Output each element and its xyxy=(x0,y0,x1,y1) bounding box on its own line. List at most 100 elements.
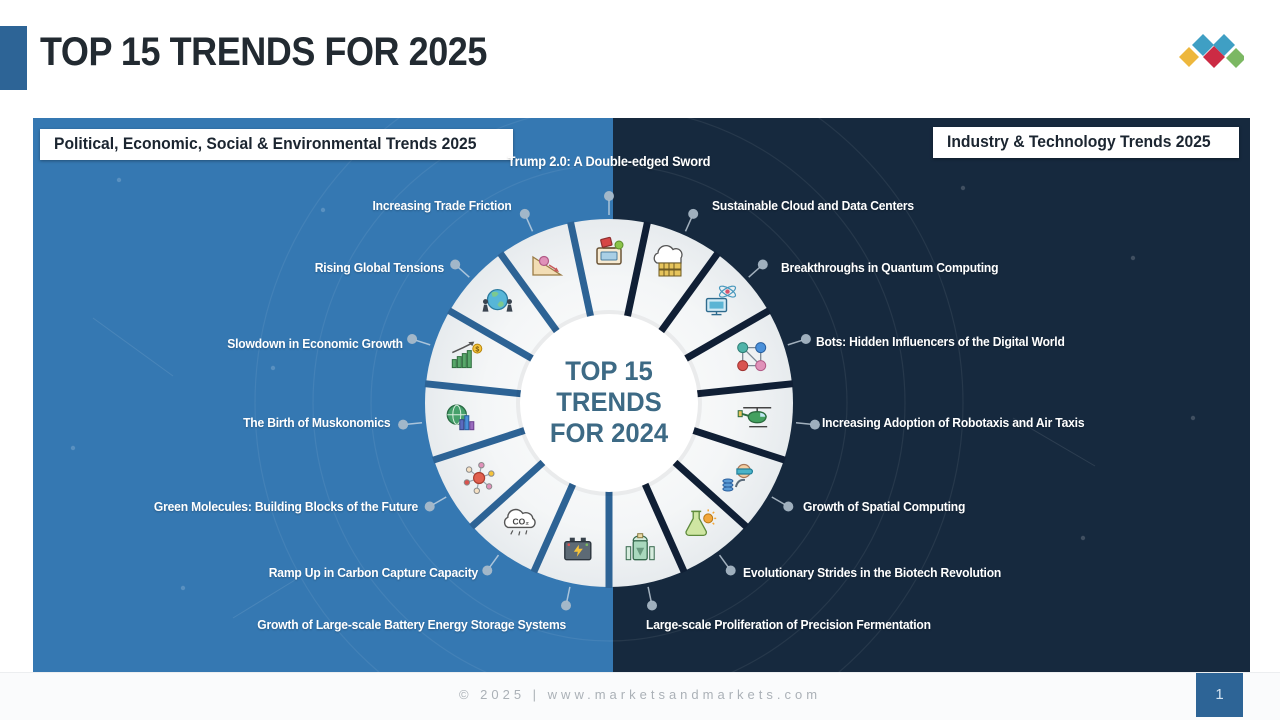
connector-line xyxy=(489,554,500,568)
connector-line xyxy=(525,217,534,232)
trend-label-cloud-data-center: Sustainable Cloud and Data Centers xyxy=(712,198,914,213)
decorative-dot xyxy=(70,445,76,451)
trend-label-quantum-computer: Breakthroughs in Quantum Computing xyxy=(781,260,999,275)
connector-line xyxy=(457,266,470,278)
wheel-hub xyxy=(520,314,698,492)
connector-dot xyxy=(424,501,435,512)
connector-dot xyxy=(688,208,699,219)
connector-dot xyxy=(482,565,493,576)
bot-network-icon xyxy=(737,342,767,372)
trend-label-battery: Growth of Large-scale Battery Energy Sto… xyxy=(257,617,566,632)
trend-label-ballot-box: Trump 2.0: A Double-edged Sword xyxy=(507,154,711,169)
svg-text:$: $ xyxy=(475,347,479,354)
connector-line xyxy=(748,266,761,278)
decorative-dot xyxy=(116,177,122,183)
connector-line xyxy=(771,496,786,506)
trend-label-bot-network: Bots: Hidden Influencers of the Digital … xyxy=(816,334,1065,349)
decorative-line xyxy=(1012,417,1096,467)
connector-dot xyxy=(725,565,736,576)
battery-icon xyxy=(564,537,592,561)
connector-line xyxy=(432,496,447,506)
connector-dot xyxy=(647,600,657,611)
connector-dot xyxy=(783,501,794,512)
wheel-center-line-2: TRENDS xyxy=(556,387,662,417)
connector-dot xyxy=(757,259,768,270)
wheel-center-label: TOP 15 TRENDS FOR 2024 xyxy=(500,356,719,449)
trends-wheel: CO₂ $ xyxy=(70,118,1196,672)
co2-capture-icon: CO₂ xyxy=(503,508,536,536)
right-category-header: Industry & Technology Trends 2025 xyxy=(933,127,1239,158)
connector-line xyxy=(787,339,803,346)
connector-line xyxy=(684,217,693,232)
logo-diamond xyxy=(1226,48,1246,68)
logo-diamond xyxy=(1179,47,1199,67)
right-category-header-label: Industry & Technology Trends 2025 xyxy=(947,133,1212,151)
trend-label-globe-tensions: Rising Global Tensions xyxy=(314,260,445,275)
connector-line xyxy=(407,421,423,425)
title-accent-bar xyxy=(0,26,27,90)
decorative-line xyxy=(92,317,174,377)
page-number-badge: 1 xyxy=(1196,673,1243,717)
globe-tensions-icon xyxy=(482,288,513,312)
connector-dot xyxy=(800,334,811,344)
trend-label-growth-chart: Slowdown in Economic Growth xyxy=(227,336,403,351)
connector-line xyxy=(566,586,571,602)
left-category-header-label: Political, Economic, Social & Environmen… xyxy=(54,135,477,153)
trend-label-vr-headset: Growth of Spatial Computing xyxy=(803,499,966,514)
decorative-dot xyxy=(550,155,556,161)
svg-text:CO₂: CO₂ xyxy=(513,516,530,526)
logo-icon xyxy=(1179,34,1246,68)
decorative-dot xyxy=(1080,535,1086,541)
growth-chart-icon: $ xyxy=(451,341,483,369)
decorative-dot xyxy=(180,585,186,591)
vr-headset-icon xyxy=(722,463,753,492)
connector-dot xyxy=(809,419,820,430)
decorative-dot xyxy=(1130,255,1136,261)
trend-label-air-taxi: Increasing Adoption of Robotaxis and Air… xyxy=(822,415,1085,430)
cloud-data-center-icon xyxy=(653,245,683,277)
marketsandmarkets-logo xyxy=(1178,32,1246,85)
decorative-arc xyxy=(254,118,964,672)
trend-label-co2-capture: Ramp Up in Carbon Capture Capacity xyxy=(268,565,479,580)
footer: © 2025 | www.marketsandmarkets.com 1 xyxy=(0,672,1280,720)
globe-economy-icon xyxy=(446,404,475,431)
molecule-icon xyxy=(463,462,495,495)
decorative-arc xyxy=(312,118,906,672)
connector-dot xyxy=(398,419,409,430)
decorative-arc xyxy=(370,164,848,642)
wheel-center-line-1: TOP 15 xyxy=(565,356,653,386)
left-category-header: Political, Economic, Social & Environmen… xyxy=(40,129,513,160)
connector-dot xyxy=(561,600,571,611)
decline-ramp-icon xyxy=(532,255,564,276)
air-taxi-icon xyxy=(737,406,772,428)
logo-diamond xyxy=(1192,34,1214,56)
decorative-dot xyxy=(960,185,966,191)
copyright-text: © 2025 | www.marketsandmarkets.com xyxy=(458,687,822,702)
quantum-computer-icon xyxy=(705,285,737,316)
wheel-center-line-3: FOR 2024 xyxy=(549,418,669,448)
connector-line xyxy=(795,421,811,425)
logo-diamond xyxy=(1203,46,1225,68)
decorative-line xyxy=(232,579,296,619)
connector-line xyxy=(718,554,729,568)
trend-label-fermentation-tank: Large-scale Proliferation of Precision F… xyxy=(646,617,931,632)
decorative-dot xyxy=(320,207,326,213)
connector-dot xyxy=(604,191,614,201)
trends-panel: CO₂ $ xyxy=(33,118,1250,672)
connector-dot xyxy=(519,208,530,219)
decorative-dot xyxy=(1190,415,1196,421)
decorative-dot xyxy=(270,365,276,371)
connector-line xyxy=(647,586,652,602)
ballot-box-icon xyxy=(596,236,624,265)
connector-dot xyxy=(407,334,418,344)
trend-label-decline-ramp: Increasing Trade Friction xyxy=(372,198,512,213)
trend-label-biotech-flask: Evolutionary Strides in the Biotech Revo… xyxy=(743,565,1002,580)
connector-line xyxy=(415,339,431,346)
page-title: TOP 15 TRENDS FOR 2025 xyxy=(40,30,487,74)
decorative-dot xyxy=(910,620,916,626)
biotech-flask-icon xyxy=(685,509,717,537)
fermentation-tank-icon xyxy=(625,533,655,561)
trend-label-molecule: Green Molecules: Building Blocks of the … xyxy=(153,499,418,514)
connector-dot xyxy=(450,259,461,270)
